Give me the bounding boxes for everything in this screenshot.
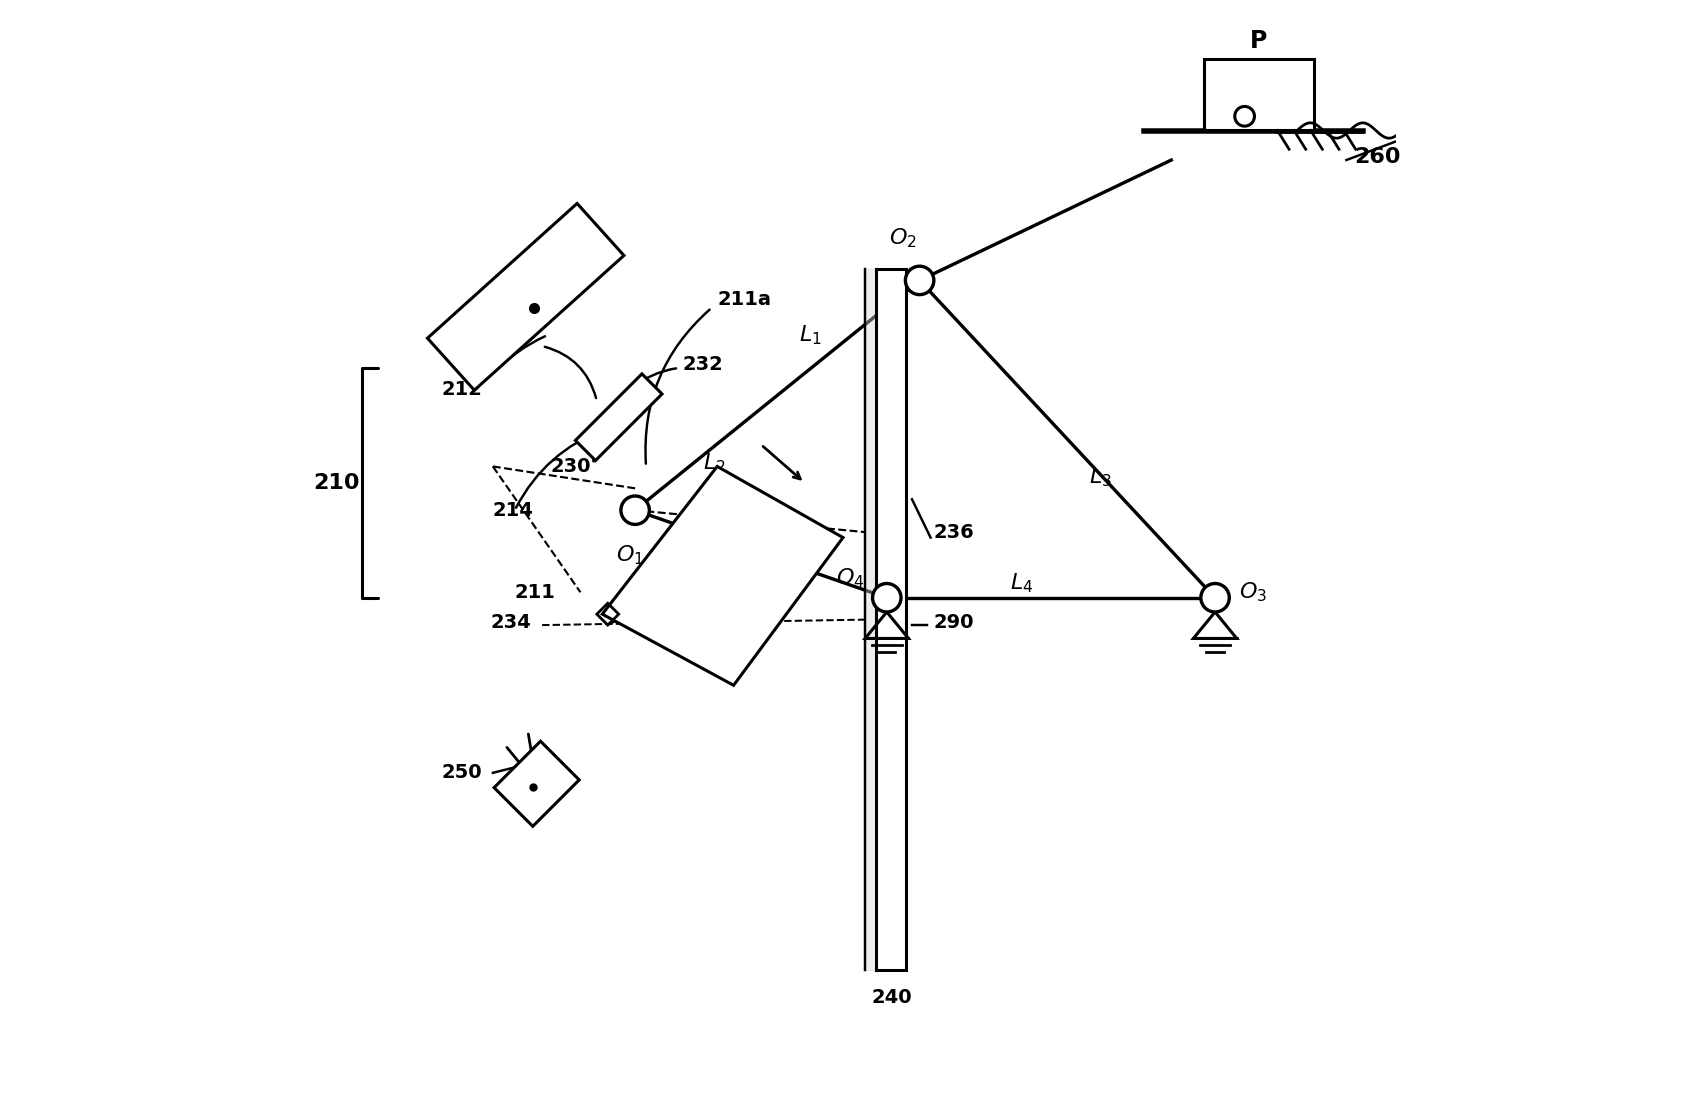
Text: $O_4$: $O_4$	[837, 566, 865, 590]
Circle shape	[906, 267, 933, 295]
Text: $L_3$: $L_3$	[1089, 465, 1112, 489]
Text: $O_2$: $O_2$	[889, 226, 916, 250]
Text: $O_3$: $O_3$	[1239, 580, 1268, 604]
Circle shape	[1235, 106, 1254, 126]
Text: 240: 240	[872, 988, 913, 1007]
Circle shape	[872, 584, 901, 612]
Text: $L_2$: $L_2$	[703, 451, 726, 475]
Text: 260: 260	[1354, 147, 1400, 167]
Text: 236: 236	[933, 522, 974, 542]
Circle shape	[621, 496, 650, 524]
Text: 250: 250	[441, 764, 482, 782]
Text: P: P	[1251, 30, 1268, 54]
Text: 232: 232	[682, 355, 723, 374]
Text: 290: 290	[933, 613, 974, 632]
Text: $L_4$: $L_4$	[1010, 572, 1033, 596]
Polygon shape	[876, 270, 906, 970]
Polygon shape	[602, 466, 843, 686]
Text: 212: 212	[441, 381, 482, 399]
Polygon shape	[494, 742, 579, 826]
Text: 230: 230	[552, 457, 591, 476]
Text: 211: 211	[514, 583, 555, 602]
Bar	[1205, 59, 1313, 129]
Text: 211a: 211a	[718, 290, 770, 308]
Polygon shape	[575, 374, 662, 461]
Text: $O_1$: $O_1$	[616, 543, 643, 567]
Text: 214: 214	[492, 500, 535, 520]
Text: 210: 210	[314, 473, 360, 493]
Polygon shape	[428, 203, 624, 391]
Circle shape	[1201, 584, 1229, 612]
Text: $L_1$: $L_1$	[799, 324, 821, 347]
Text: 234: 234	[490, 613, 531, 632]
